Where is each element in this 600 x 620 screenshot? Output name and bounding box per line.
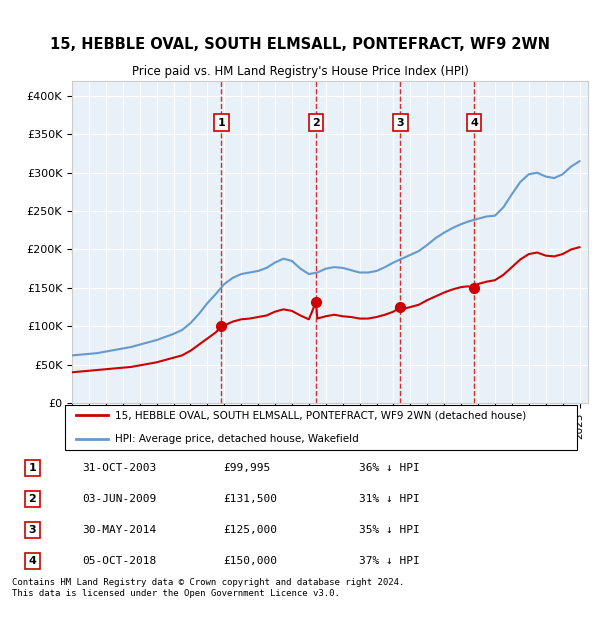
- FancyBboxPatch shape: [65, 405, 577, 450]
- Text: £99,995: £99,995: [224, 463, 271, 473]
- Text: 35% ↓ HPI: 35% ↓ HPI: [359, 525, 419, 535]
- Text: 1: 1: [29, 463, 37, 473]
- Text: 05-OCT-2018: 05-OCT-2018: [82, 556, 157, 566]
- Text: 4: 4: [29, 556, 37, 566]
- Text: £150,000: £150,000: [224, 556, 278, 566]
- Text: 3: 3: [397, 118, 404, 128]
- Text: Price paid vs. HM Land Registry's House Price Index (HPI): Price paid vs. HM Land Registry's House …: [131, 65, 469, 78]
- Text: Contains HM Land Registry data © Crown copyright and database right 2024.
This d: Contains HM Land Registry data © Crown c…: [12, 578, 404, 598]
- Text: 31-OCT-2003: 31-OCT-2003: [82, 463, 157, 473]
- Text: 15, HEBBLE OVAL, SOUTH ELMSALL, PONTEFRACT, WF9 2WN (detached house): 15, HEBBLE OVAL, SOUTH ELMSALL, PONTEFRA…: [115, 410, 527, 420]
- Text: 03-JUN-2009: 03-JUN-2009: [82, 494, 157, 504]
- Text: 36% ↓ HPI: 36% ↓ HPI: [359, 463, 419, 473]
- Text: 30-MAY-2014: 30-MAY-2014: [82, 525, 157, 535]
- Text: 2: 2: [29, 494, 37, 504]
- Text: 15, HEBBLE OVAL, SOUTH ELMSALL, PONTEFRACT, WF9 2WN: 15, HEBBLE OVAL, SOUTH ELMSALL, PONTEFRA…: [50, 37, 550, 52]
- Text: £125,000: £125,000: [224, 525, 278, 535]
- Text: 31% ↓ HPI: 31% ↓ HPI: [359, 494, 419, 504]
- Text: 2: 2: [312, 118, 320, 128]
- Text: 37% ↓ HPI: 37% ↓ HPI: [359, 556, 419, 566]
- Text: 1: 1: [218, 118, 225, 128]
- Text: £131,500: £131,500: [224, 494, 278, 504]
- Text: 3: 3: [29, 525, 36, 535]
- Text: 4: 4: [470, 118, 478, 128]
- Text: HPI: Average price, detached house, Wakefield: HPI: Average price, detached house, Wake…: [115, 434, 359, 444]
